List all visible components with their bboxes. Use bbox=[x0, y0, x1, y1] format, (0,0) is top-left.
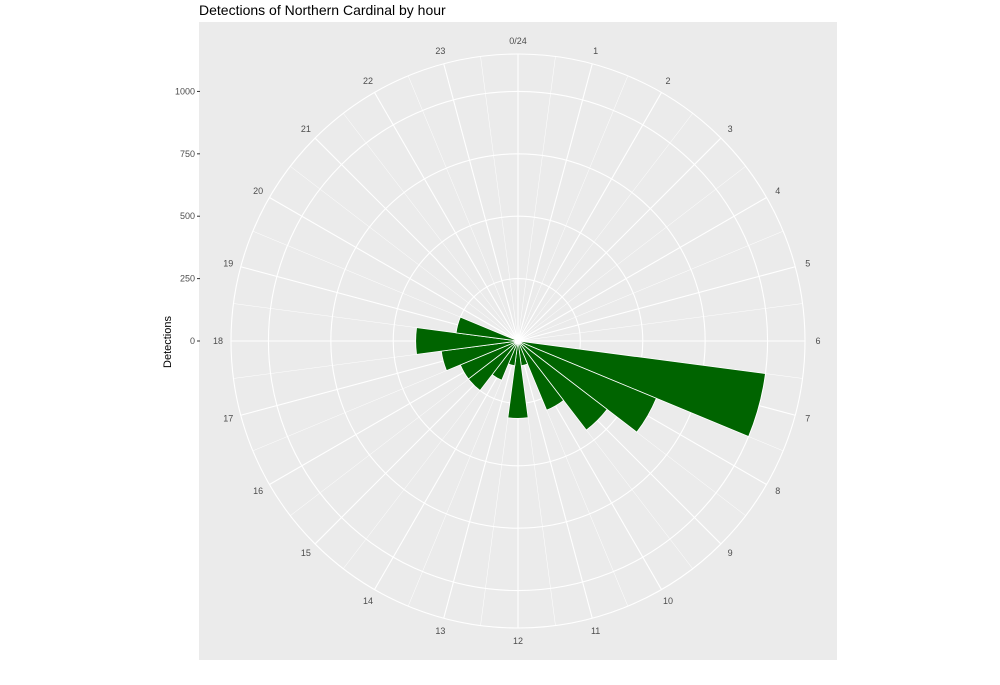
hour-label-6: 6 bbox=[815, 336, 820, 346]
angle-gridline bbox=[517, 197, 767, 342]
minor-angle-gridline bbox=[480, 56, 519, 342]
angle-gridline bbox=[374, 340, 519, 590]
minor-angle-gridline bbox=[407, 340, 519, 607]
bar-hour-9 bbox=[517, 340, 608, 431]
minor-angle-gridline bbox=[517, 303, 803, 342]
bar-hour-10 bbox=[517, 340, 565, 411]
bar-hour-8 bbox=[517, 340, 657, 433]
hour-label-16: 16 bbox=[253, 486, 263, 496]
minor-angle-gridline bbox=[517, 56, 556, 342]
hour-label-9: 9 bbox=[728, 548, 733, 558]
outer-gridline bbox=[230, 53, 806, 629]
angle-gridline bbox=[443, 340, 519, 619]
angle-gridline bbox=[517, 63, 593, 342]
y-tick-label: 0 bbox=[190, 336, 195, 346]
minor-angle-gridline bbox=[290, 166, 519, 342]
hour-label-12: 12 bbox=[513, 636, 523, 646]
angle-gridline bbox=[269, 197, 519, 342]
y-tick-label: 250 bbox=[180, 274, 195, 284]
hour-label-3: 3 bbox=[728, 124, 733, 134]
hour-label-2: 2 bbox=[665, 76, 670, 86]
bar-hour-12 bbox=[507, 340, 529, 419]
y-tick-label: 1000 bbox=[175, 86, 195, 96]
bar-hour-7 bbox=[517, 340, 766, 438]
hour-label-21: 21 bbox=[301, 124, 311, 134]
y-tick-label: 500 bbox=[180, 211, 195, 221]
angle-gridline bbox=[314, 137, 519, 342]
hour-label-17: 17 bbox=[223, 414, 233, 424]
angle-gridline bbox=[517, 340, 593, 619]
hour-label-13: 13 bbox=[435, 626, 445, 636]
hour-label-8: 8 bbox=[775, 486, 780, 496]
angle-gridline bbox=[517, 266, 796, 342]
hour-label-4: 4 bbox=[775, 186, 780, 196]
hour-label-14: 14 bbox=[363, 596, 373, 606]
hour-label-5: 5 bbox=[805, 258, 810, 268]
angle-gridline bbox=[517, 137, 722, 342]
hour-label-1: 1 bbox=[593, 46, 598, 56]
angle-gridline bbox=[517, 92, 662, 342]
minor-angle-gridline bbox=[517, 230, 784, 342]
bar-hour-18 bbox=[415, 327, 519, 355]
hour-label-22: 22 bbox=[363, 76, 373, 86]
hour-label-11: 11 bbox=[591, 626, 600, 636]
label-layer: 0/24123456789101112131415161718192021222… bbox=[213, 36, 821, 646]
bar-layer bbox=[415, 316, 766, 438]
minor-angle-gridline bbox=[517, 113, 693, 342]
hour-label-20: 20 bbox=[253, 186, 263, 196]
angle-gridline bbox=[443, 63, 519, 342]
angle-gridline bbox=[374, 92, 519, 342]
hour-label-15: 15 bbox=[301, 548, 311, 558]
minor-angle-gridline bbox=[407, 75, 519, 342]
hour-label-7: 7 bbox=[805, 414, 810, 424]
y-axis: 0 250 500 750 1000 bbox=[175, 86, 200, 346]
hour-label-18: 18 bbox=[213, 336, 223, 346]
hour-label-0: 0/24 bbox=[509, 36, 527, 46]
radial-gridline bbox=[330, 153, 706, 529]
bar-hour-19 bbox=[455, 316, 519, 342]
hour-label-19: 19 bbox=[223, 258, 233, 268]
y-tick-label: 750 bbox=[180, 149, 195, 159]
y-axis-title: Detections bbox=[162, 316, 174, 368]
radial-gridline bbox=[392, 215, 644, 467]
hour-label-10: 10 bbox=[663, 596, 673, 606]
minor-angle-gridline bbox=[343, 113, 519, 342]
radial-gridline bbox=[267, 90, 769, 592]
minor-angle-gridline bbox=[517, 75, 629, 342]
hour-label-23: 23 bbox=[435, 46, 445, 56]
minor-angle-gridline bbox=[517, 166, 746, 342]
chart-title: Detections of Northern Cardinal by hour bbox=[199, 2, 446, 18]
